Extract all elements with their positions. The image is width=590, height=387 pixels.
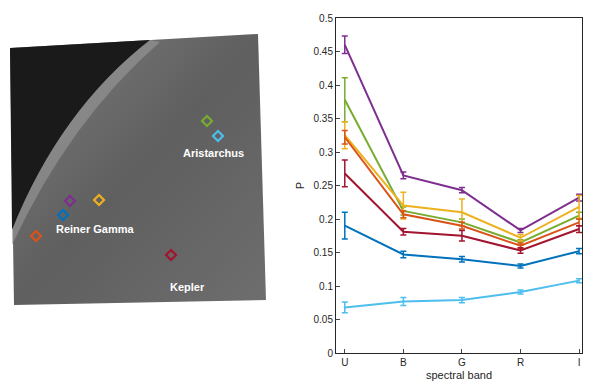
svg-text:R: R (517, 357, 524, 368)
svg-text:0.15: 0.15 (314, 247, 334, 258)
svg-text:0.2: 0.2 (319, 214, 333, 225)
svg-text:0.1: 0.1 (319, 281, 333, 292)
svg-text:0.45: 0.45 (314, 46, 334, 57)
svg-text:I: I (578, 357, 581, 368)
svg-text:0.4: 0.4 (319, 80, 333, 91)
svg-text:Aristarchus: Aristarchus (183, 147, 244, 159)
svg-text:0.3: 0.3 (319, 147, 333, 158)
svg-text:P: P (294, 182, 306, 189)
svg-text:0.5: 0.5 (319, 13, 333, 24)
svg-text:0.35: 0.35 (314, 113, 334, 124)
svg-text:Reiner Gamma: Reiner Gamma (56, 223, 135, 235)
svg-text:0.25: 0.25 (314, 180, 334, 191)
svg-text:0.05: 0.05 (314, 314, 334, 325)
svg-text:0: 0 (327, 348, 333, 359)
svg-text:B: B (400, 357, 407, 368)
svg-text:G: G (458, 357, 466, 368)
svg-text:spectral band: spectral band (426, 369, 492, 381)
svg-text:U: U (341, 357, 348, 368)
svg-text:Kepler: Kepler (170, 281, 205, 293)
